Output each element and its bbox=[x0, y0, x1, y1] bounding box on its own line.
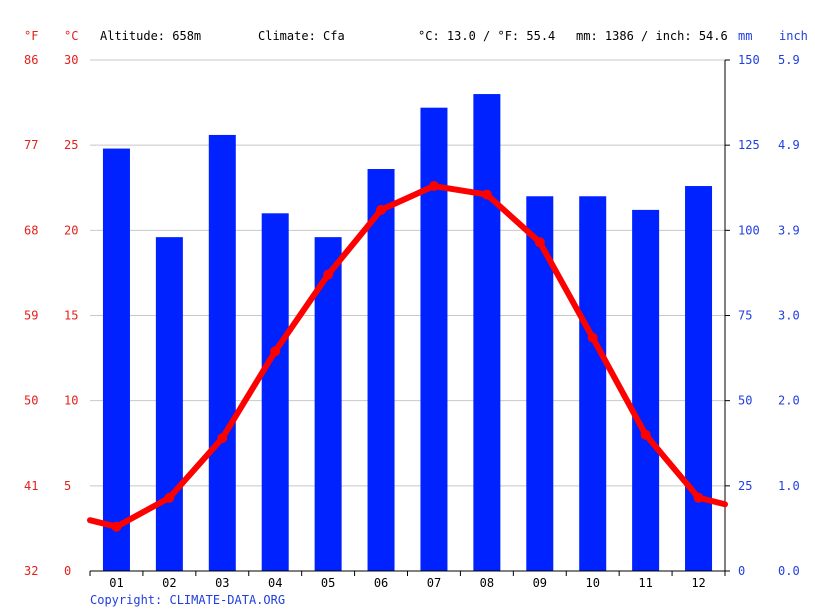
tick-label-mm: 150 bbox=[738, 53, 760, 67]
month-tick-label: 08 bbox=[480, 576, 494, 590]
unit-fahrenheit-label: °F bbox=[24, 29, 38, 43]
axes bbox=[89, 59, 730, 576]
temperature-point bbox=[323, 269, 334, 280]
tick-label-mm: 125 bbox=[738, 138, 760, 152]
temperature-point bbox=[640, 429, 651, 440]
month-tick-label: 05 bbox=[321, 576, 335, 590]
tick-label-celsius: 25 bbox=[64, 138, 78, 152]
tick-label-celsius: 15 bbox=[64, 309, 78, 323]
unit-mm-label: mm bbox=[738, 29, 752, 43]
tick-label-celsius: 5 bbox=[64, 479, 71, 493]
tick-label-inch: 2.0 bbox=[778, 394, 800, 408]
precipitation-bar bbox=[367, 169, 395, 571]
altitude-label: Altitude: 658m bbox=[100, 29, 201, 43]
tick-label-mm: 0 bbox=[738, 564, 745, 578]
temperature-point bbox=[217, 433, 228, 444]
month-tick-label: 09 bbox=[533, 576, 547, 590]
tick-label-fahrenheit: 41 bbox=[24, 479, 38, 493]
temperature-point bbox=[481, 189, 492, 200]
temperature-point bbox=[428, 181, 439, 192]
tick-label-fahrenheit: 50 bbox=[24, 394, 38, 408]
temperature-series-line bbox=[87, 183, 728, 530]
month-tick-label: 10 bbox=[585, 576, 599, 590]
temperature-point bbox=[164, 492, 175, 503]
tick-label-celsius: 0 bbox=[64, 564, 71, 578]
precipitation-bar bbox=[420, 107, 448, 572]
gridlines bbox=[90, 59, 725, 487]
tick-label-fahrenheit: 32 bbox=[24, 564, 38, 578]
month-tick-label: 11 bbox=[638, 576, 652, 590]
tick-label-fahrenheit: 68 bbox=[24, 223, 38, 237]
tick-labels: 32 0 0 0.041 5 25 1.050 10 50 2.059 15 75 3.068 20 100… bbox=[24, 53, 800, 590]
tick-label-inch: 3.0 bbox=[778, 309, 800, 323]
avg-temp-label: °C: 13.0 / °F: 55.4 bbox=[418, 29, 555, 43]
temperature-line bbox=[87, 181, 728, 532]
month-tick-label: 03 bbox=[215, 576, 229, 590]
tick-label-inch: 5.9 bbox=[778, 53, 800, 67]
month-tick-label: 04 bbox=[268, 576, 282, 590]
precipitation-bars bbox=[102, 94, 713, 572]
precipitation-bar bbox=[208, 134, 236, 572]
precipitation-bar bbox=[261, 213, 289, 572]
temperature-point bbox=[534, 237, 545, 248]
precipitation-bar bbox=[473, 94, 501, 572]
tick-label-celsius: 20 bbox=[64, 223, 78, 237]
precipitation-bar bbox=[685, 186, 713, 571]
tick-label-mm: 75 bbox=[738, 309, 752, 323]
temperature-point bbox=[270, 346, 281, 357]
precipitation-bar bbox=[632, 209, 660, 572]
tick-label-inch: 4.9 bbox=[778, 138, 800, 152]
tick-label-fahrenheit: 86 bbox=[24, 53, 38, 67]
month-tick-label: 01 bbox=[109, 576, 123, 590]
temperature-point bbox=[693, 492, 704, 503]
month-tick-label: 07 bbox=[427, 576, 441, 590]
tick-label-mm: 25 bbox=[738, 479, 752, 493]
precipitation-bar bbox=[102, 148, 130, 571]
month-tick-label: 02 bbox=[162, 576, 176, 590]
tick-label-mm: 100 bbox=[738, 223, 760, 237]
tick-label-inch: 1.0 bbox=[778, 479, 800, 493]
tick-label-fahrenheit: 59 bbox=[24, 309, 38, 323]
temperature-point bbox=[587, 332, 598, 343]
climate-label: Climate: Cfa bbox=[258, 29, 345, 43]
month-tick-label: 06 bbox=[374, 576, 388, 590]
tick-label-fahrenheit: 77 bbox=[24, 138, 38, 152]
unit-celsius-label: °C bbox=[64, 29, 78, 43]
temperature-point bbox=[376, 204, 387, 215]
copyright-label: Copyright: CLIMATE-DATA.ORG bbox=[90, 593, 285, 607]
total-precip-label: mm: 1386 / inch: 54.6 bbox=[576, 29, 728, 43]
tick-label-inch: 3.9 bbox=[778, 223, 800, 237]
precipitation-bar bbox=[579, 196, 607, 571]
month-tick-label: 12 bbox=[691, 576, 705, 590]
tick-label-inch: 0.0 bbox=[778, 564, 800, 578]
tick-label-celsius: 30 bbox=[64, 53, 78, 67]
tick-label-mm: 50 bbox=[738, 394, 752, 408]
unit-inch-label: inch bbox=[779, 29, 808, 43]
precipitation-bar bbox=[526, 196, 554, 571]
precipitation-bar bbox=[155, 237, 183, 571]
temperature-point bbox=[111, 521, 122, 532]
tick-label-celsius: 10 bbox=[64, 394, 78, 408]
